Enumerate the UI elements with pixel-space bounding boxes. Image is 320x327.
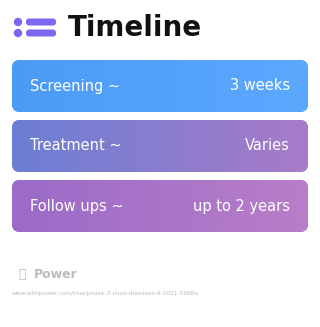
Text: Treatment ~: Treatment ~: [30, 139, 122, 153]
Text: Follow ups ~: Follow ups ~: [30, 198, 124, 214]
Text: Varies: Varies: [245, 139, 290, 153]
Text: ⏻: ⏻: [18, 268, 26, 282]
Circle shape: [14, 29, 21, 37]
FancyBboxPatch shape: [12, 180, 308, 232]
Circle shape: [14, 19, 21, 26]
FancyBboxPatch shape: [12, 120, 308, 172]
Text: up to 2 years: up to 2 years: [193, 198, 290, 214]
Text: Timeline: Timeline: [68, 13, 202, 42]
FancyBboxPatch shape: [26, 29, 56, 37]
FancyBboxPatch shape: [12, 60, 308, 112]
Text: 3 weeks: 3 weeks: [230, 78, 290, 94]
Text: Screening ~: Screening ~: [30, 78, 120, 94]
FancyBboxPatch shape: [26, 19, 56, 26]
Text: Power: Power: [34, 268, 78, 282]
Text: www.withpower.com/trial/phase-3-virus-diseases-6-2021-5668a: www.withpower.com/trial/phase-3-virus-di…: [12, 290, 199, 296]
